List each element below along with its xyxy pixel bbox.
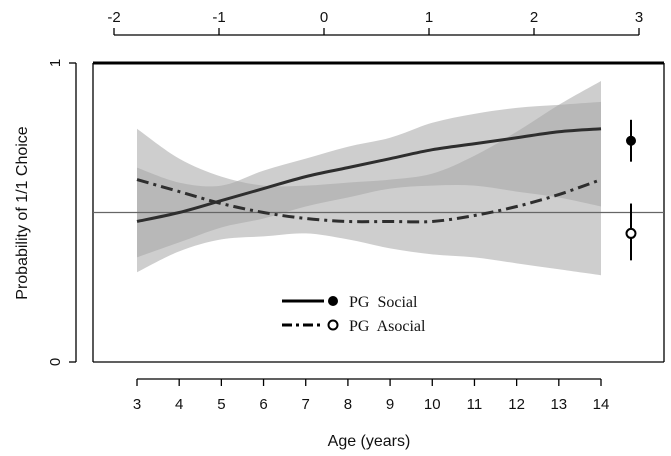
top-tick-label: 3	[635, 9, 643, 26]
legend-asocial-label: PG Asocial	[349, 318, 426, 335]
top-tick-label: 0	[320, 9, 328, 26]
x-tick-label: 8	[344, 396, 352, 413]
x-axis-label: Age (years)	[328, 433, 411, 450]
y-tick-label: 0	[47, 358, 64, 366]
legend-social-marker	[328, 296, 338, 306]
top-tick-label: 1	[425, 9, 433, 26]
series-line-asocial	[136, 178, 602, 224]
legend: PG Social PG Asocial	[282, 294, 426, 335]
y-tick-label: 1	[47, 59, 64, 67]
y-axis: 01	[47, 59, 77, 366]
x-tick-label: 11	[467, 396, 483, 413]
top-tick-label: -2	[107, 9, 120, 26]
x-tick-label: 4	[175, 396, 183, 413]
x-tick-label: 13	[550, 396, 567, 413]
x-tick-label: 5	[217, 396, 225, 413]
x-tick-label: 7	[302, 396, 310, 413]
confidence-band-asocial	[137, 80, 601, 276]
legend-asocial-marker	[327, 319, 339, 331]
x-tick-label: 6	[259, 396, 267, 413]
legend-social-label: PG Social	[349, 294, 418, 311]
top-tick-label: -1	[212, 9, 225, 26]
series-lines	[136, 127, 602, 224]
summary-point-asocial	[625, 227, 637, 239]
x-tick-label: 14	[593, 396, 610, 413]
top-tick-label: 2	[530, 9, 538, 26]
summary-points	[625, 119, 637, 261]
confidence-bands	[137, 80, 601, 276]
x-tick-label: 3	[133, 396, 141, 413]
x-tick-label: 12	[508, 396, 525, 413]
summary-point-social	[626, 135, 636, 146]
x-tick-label: 9	[386, 396, 394, 413]
x-tick-label: 10	[424, 396, 441, 413]
x-axis: 3 4 5 6 7 8 9 10 11 12 13 14	[133, 378, 610, 413]
top-axis: -2 -1 0 1 2 3	[107, 9, 643, 36]
y-axis-label: Probability of 1/1 Choice	[14, 126, 31, 300]
